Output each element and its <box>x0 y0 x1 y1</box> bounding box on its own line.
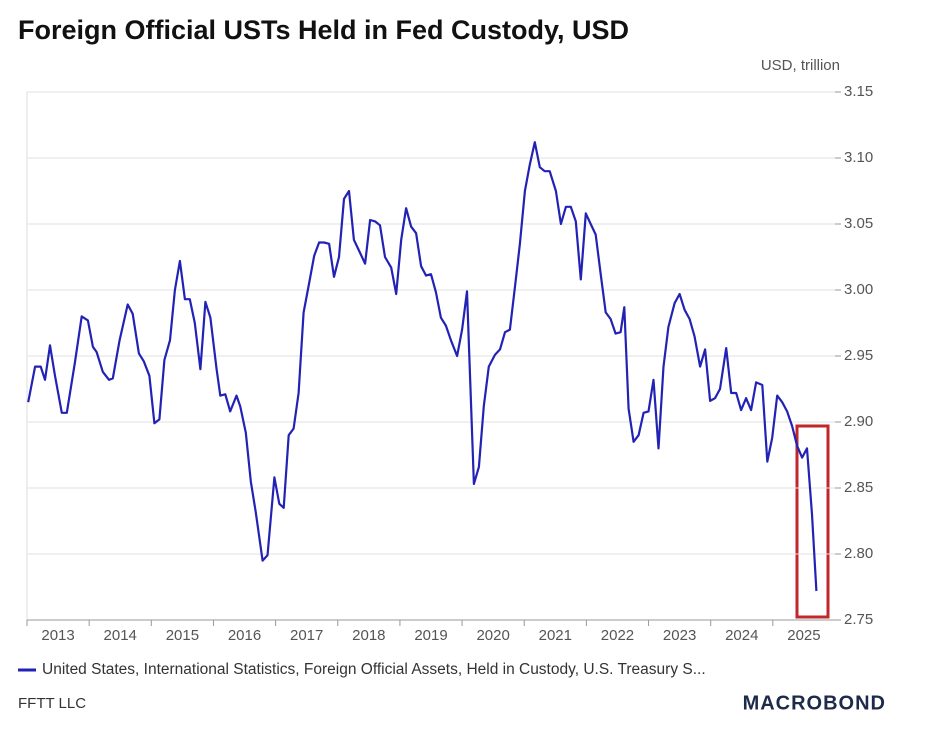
x-tick-label: 2020 <box>476 627 509 644</box>
x-tick-label: 2014 <box>104 627 137 644</box>
x-tick-label: 2022 <box>601 627 634 644</box>
y-tick-label: 3.10 <box>844 149 873 166</box>
y-unit: USD, trillion <box>761 57 840 74</box>
y-tick-label: 2.80 <box>844 545 873 562</box>
x-tick-label: 2013 <box>41 627 74 644</box>
y-tick-label: 2.95 <box>844 347 873 364</box>
x-tick-label: 2021 <box>539 627 572 644</box>
legend-label: United States, International Statistics,… <box>42 661 706 678</box>
series-line <box>27 141 818 592</box>
y-tick-label: 3.15 <box>844 83 873 100</box>
x-tick-label: 2017 <box>290 627 323 644</box>
x-tick-label: 2015 <box>166 627 199 644</box>
y-tick-label: 2.75 <box>844 611 873 628</box>
y-tick-label: 2.90 <box>844 413 873 430</box>
x-tick-label: 2016 <box>228 627 261 644</box>
brand-logo: MACROBOND <box>743 692 886 714</box>
x-tick-label: 2024 <box>725 627 758 644</box>
chart-title: Foreign Official USTs Held in Fed Custod… <box>18 15 629 45</box>
highlight-box <box>795 424 830 619</box>
source: FFTT LLC <box>18 695 86 712</box>
y-tick-label: 3.00 <box>844 281 873 298</box>
y-tick-label: 3.05 <box>844 215 873 232</box>
x-tick-label: 2025 <box>787 627 820 644</box>
x-tick-label: 2019 <box>414 627 447 644</box>
y-tick-label: 2.85 <box>844 479 873 496</box>
x-tick-label: 2018 <box>352 627 385 644</box>
x-tick-label: 2023 <box>663 627 696 644</box>
